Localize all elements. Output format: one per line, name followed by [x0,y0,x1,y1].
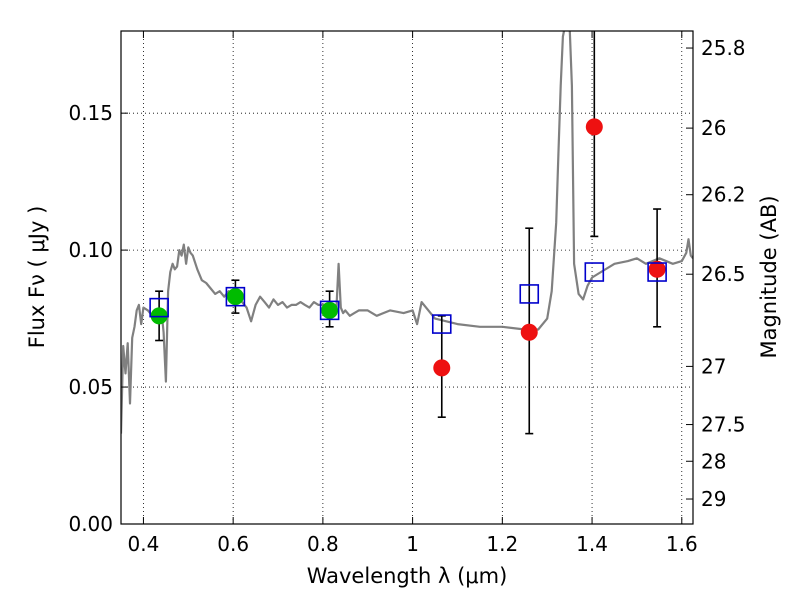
spectrum-line [121,31,693,434]
x-tick-label: 1.2 [486,532,518,556]
y-axis-label: Flux Fν ( μJy ) [25,206,49,349]
model-square-point [225,286,246,307]
y2-tick-label: 26 [701,116,726,140]
green-data-point [226,288,244,306]
green-data-point [321,301,339,319]
x-tick-label: 1.4 [576,532,608,556]
red-data-point [433,359,451,377]
model-square-point [149,297,169,318]
plot-frame [120,30,694,525]
x-tick-label: 0.8 [307,532,339,556]
x-tick-label: 1.6 [666,532,698,556]
model-square-point [319,300,340,321]
red-data-point [520,323,538,341]
y2-tick-label: 27 [701,354,726,378]
x-tick-label: 0.6 [217,532,249,556]
y-tick-label: 0.05 [68,375,113,399]
plot-area [121,31,693,435]
model-square-point [519,284,540,304]
axes-ticks: 0.4 0.6 0.8 1 1.2 1.4 1.6 0.00 0.05 0.10 0.15 25.8 2… [68,31,746,556]
x-tick-label: 1 [406,532,419,556]
y-tick-label: 0.10 [68,238,113,262]
model-square-point [647,262,667,282]
red-data-point [648,260,666,278]
y2-tick-label: 28 [701,449,726,473]
x-axis-label: Wavelength λ (μm) [307,564,508,588]
y2-axis-label: Magnitude (AB) [757,195,781,358]
model-square-point [584,262,605,282]
y2-tick-label: 29 [701,487,726,511]
x-tick-label: 0.4 [128,532,160,556]
y2-tick-label: 27.5 [701,413,746,437]
y2-tick-label: 25.8 [701,36,746,60]
y2-tick-label: 26.2 [701,183,746,207]
model-square-point [431,314,452,334]
y2-tick-label: 26.5 [701,262,746,286]
y-tick-label: 0.15 [68,101,113,125]
plot-background [121,31,693,524]
y-tick-label: 0.00 [68,512,113,536]
red-data-point [585,118,603,136]
